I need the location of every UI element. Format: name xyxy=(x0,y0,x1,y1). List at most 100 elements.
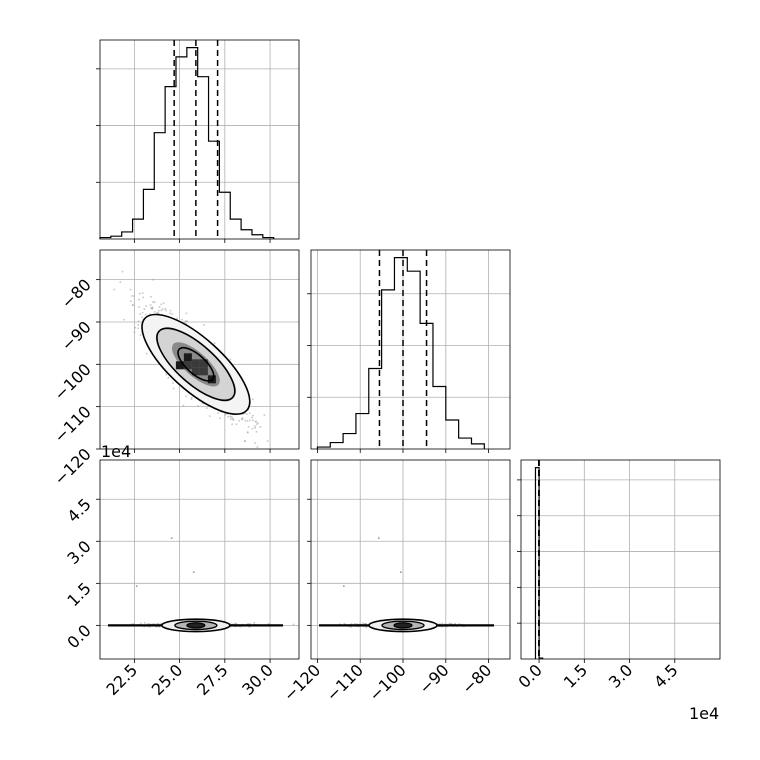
p2-vs-p3-xtick-label: −110 xyxy=(323,660,368,705)
p1-vs-p2-point xyxy=(251,416,253,419)
p1-vs-p3-xtick-label: 30.0 xyxy=(238,660,277,699)
p1-vs-p2-point xyxy=(251,427,254,430)
p2-vs-p3-point xyxy=(355,623,358,625)
p2-vs-p3-point xyxy=(448,622,451,625)
p1-vs-p2-point xyxy=(121,270,124,273)
p1-vs-p2-point xyxy=(143,308,146,310)
p1-vs-p2-density-core xyxy=(183,353,192,362)
p2-vs-p3-point xyxy=(343,585,345,587)
p1-vs-p3-point xyxy=(253,621,256,624)
p1-vs-p2-point xyxy=(141,311,144,314)
p1-vs-p2-point xyxy=(186,320,188,322)
p1-vs-p2-point xyxy=(150,307,152,309)
p1-vs-p2-point xyxy=(232,418,234,421)
p1-vs-p2-point xyxy=(161,308,164,310)
p1-vs-p2-ytick-label: −90 xyxy=(58,317,95,354)
p2-vs-p3-point xyxy=(400,571,402,573)
p1-vs-p2-point xyxy=(256,423,258,425)
p2-vs-p3-point xyxy=(454,623,456,626)
p1-vs-p2-point xyxy=(137,320,140,322)
grid-layer xyxy=(100,40,720,659)
p1-vs-p2-point xyxy=(231,417,234,419)
p1-vs-p2-point xyxy=(244,419,247,422)
p1-vs-p3-contour xyxy=(186,622,206,629)
p1-vs-p2-point xyxy=(247,431,249,434)
p1-vs-p2-point xyxy=(231,423,233,426)
p2-vs-p3-point xyxy=(445,625,448,628)
p1-vs-p2-point xyxy=(144,313,147,316)
p1-vs-p2-point xyxy=(182,404,185,407)
p1-vs-p2-ytick-label: −80 xyxy=(58,275,95,312)
p1-vs-p2-point xyxy=(151,306,154,309)
p1-vs-p2-point xyxy=(171,313,173,315)
p1-vs-p2-point xyxy=(254,425,256,428)
p1-vs-p2-point xyxy=(184,321,186,324)
p1-vs-p2-point xyxy=(131,295,133,297)
p1-vs-p3-xtick-label: 22.5 xyxy=(103,660,142,699)
p1-vs-p3-point xyxy=(249,623,252,625)
p1-vs-p2-point xyxy=(149,304,152,306)
p1-vs-p2-point xyxy=(208,415,211,417)
hist-param3-xtick-label: 0.0 xyxy=(514,660,545,691)
p1-vs-p2-point xyxy=(213,342,216,344)
p1-vs-p2-point xyxy=(217,412,220,414)
p2-vs-p3-xtick-label: −80 xyxy=(458,660,495,697)
frames-layer xyxy=(99,39,721,660)
hist-param1-steps xyxy=(99,47,275,239)
p1-vs-p3-point xyxy=(135,585,138,587)
p1-vs-p3-point xyxy=(170,537,173,539)
p2-vs-p3-point xyxy=(354,622,356,625)
p1-vs-p2-point xyxy=(139,334,142,336)
p1-vs-p2-point xyxy=(203,324,205,326)
p1-vs-p3-point xyxy=(147,622,149,625)
p1-vs-p2-point xyxy=(244,440,246,443)
p1-vs-p2-point xyxy=(263,414,266,416)
p1-vs-p3-point xyxy=(132,623,134,626)
p1-vs-p2-point xyxy=(137,324,140,326)
p1-vs-p2-point xyxy=(185,395,187,398)
p1-vs-p2-point xyxy=(219,417,221,420)
p1-vs-p2-point xyxy=(185,312,188,315)
p1-vs-p2-point xyxy=(133,295,135,297)
p1-vs-p3-ytick-label: 4.5 xyxy=(63,495,94,526)
p1-vs-p2-density-core xyxy=(199,359,208,368)
p1-vs-p2-point xyxy=(247,425,250,428)
p1-vs-p2-point xyxy=(165,309,167,312)
offset-text-bottom: 1e4 xyxy=(689,704,719,723)
p1-vs-p3-ytick-label: 1.5 xyxy=(63,579,94,610)
hist-param3-frame xyxy=(520,459,721,660)
p1-vs-p2-point xyxy=(138,298,140,301)
p1-vs-p2-point xyxy=(254,420,257,423)
p2-vs-p3-point xyxy=(441,625,444,628)
p1-vs-p2-point xyxy=(152,278,154,281)
p2-vs-p3-point xyxy=(378,537,380,539)
p1-vs-p2-point xyxy=(229,415,232,418)
p1-vs-p2-point xyxy=(167,377,170,379)
p2-vs-p3-point xyxy=(441,622,443,625)
p2-vs-p3-point xyxy=(458,623,461,625)
p1-vs-p2-point xyxy=(251,419,254,422)
hist-param1-frame xyxy=(99,39,300,240)
p1-vs-p2-point xyxy=(245,413,248,415)
p2-vs-p3-frame xyxy=(310,459,511,660)
p1-vs-p2-point xyxy=(153,301,156,303)
p1-vs-p2-point xyxy=(160,309,163,312)
p1-vs-p2-density-core xyxy=(175,361,184,370)
p1-vs-p3-frame xyxy=(99,459,300,660)
p1-vs-p3-ytick-label: 3.0 xyxy=(63,537,94,568)
p1-vs-p2-point xyxy=(249,419,251,422)
p1-vs-p2-point xyxy=(266,440,269,442)
p1-vs-p2-point xyxy=(248,412,251,415)
p1-vs-p2-point xyxy=(184,320,187,323)
p1-vs-p2-point xyxy=(206,407,208,409)
p1-vs-p2-point xyxy=(145,305,147,307)
p1-vs-p2-point xyxy=(141,316,144,319)
p1-vs-p2-point xyxy=(190,398,193,400)
p1-vs-p3-point xyxy=(235,623,238,626)
p1-vs-p2-point xyxy=(254,442,256,444)
p1-vs-p2-point xyxy=(227,416,229,418)
p1-vs-p3-point xyxy=(292,623,295,626)
p1-vs-p2-density-core xyxy=(191,359,200,368)
p1-vs-p2-contour xyxy=(156,327,236,402)
offset-text-left: 1e4 xyxy=(101,442,131,461)
